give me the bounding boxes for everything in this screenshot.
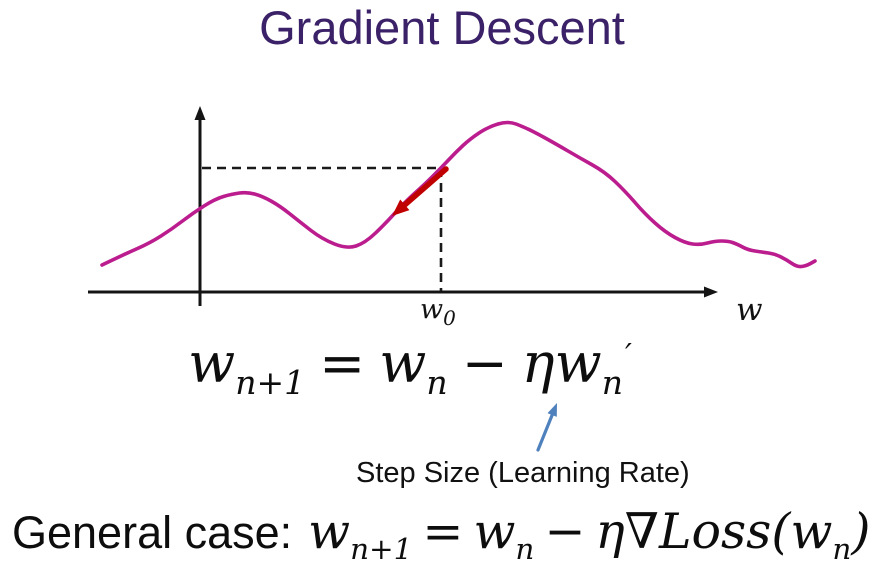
x-axis-label: w (736, 292, 763, 328)
gc-close-paren: ) (851, 503, 871, 560)
gc-eta-nabla: η∇ (595, 503, 659, 560)
gc-w-arg: w (790, 503, 833, 560)
gc-open-paren: ( (771, 503, 791, 560)
equals-sign: = (319, 331, 366, 395)
formula-w-n-sub: n (426, 363, 448, 402)
gradient-arrow-head (392, 199, 410, 216)
gradient-arrow-shaft (401, 166, 449, 209)
formula-w-n: w (379, 331, 427, 395)
w0-label: w0 (420, 294, 456, 330)
formula-w-next-sub: n+1 (235, 363, 306, 402)
formula-w-deriv: w (554, 331, 602, 395)
loss-curve (100, 120, 817, 269)
x-axis-arrowhead (704, 286, 718, 298)
step-arrow-shaft (536, 412, 555, 452)
gc-w-n: w (473, 503, 516, 560)
gc-equals-sign: = (422, 503, 464, 560)
update-formula: wn+1 = wn − ηwn′ (0, 331, 820, 399)
gc-w-next: w (308, 503, 351, 560)
minus-sign: − (461, 331, 508, 395)
general-case-prefix: General case: (12, 507, 293, 558)
gc-loss-word: Loss (658, 503, 772, 560)
y-axis-arrowhead (194, 106, 206, 120)
prime-symbol: ′ (624, 338, 632, 374)
step-size-label: Step Size (Learning Rate) (356, 457, 690, 489)
gc-minus-sign: − (544, 503, 586, 560)
slide-title: Gradient Descent (259, 1, 625, 54)
formula-w-next: w (188, 331, 236, 395)
eta-symbol: η (521, 331, 555, 395)
step-arrow-head (547, 403, 557, 417)
formula-w-deriv-sub: n (601, 363, 623, 402)
general-case-line: General case: wn+1 = wn − η∇Loss(wn) (12, 503, 871, 563)
gc-w-arg-sub: n (832, 531, 852, 566)
general-case-formula: wn+1 = wn − η∇Loss(wn) (308, 503, 871, 563)
gc-w-next-sub: n+1 (350, 531, 413, 566)
gc-w-n-sub: n (515, 531, 535, 566)
